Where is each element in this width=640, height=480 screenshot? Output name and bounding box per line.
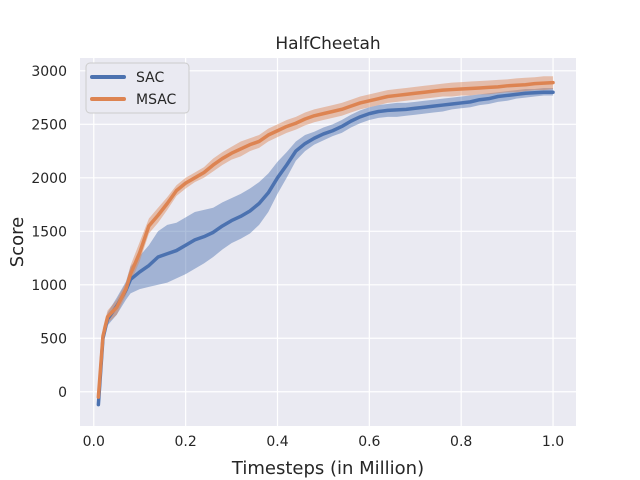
band-sac <box>98 87 554 408</box>
y-tick-label: 2500 <box>31 117 67 133</box>
y-axis-title: Score <box>7 217 28 267</box>
x-tick-label: 0.6 <box>358 434 380 450</box>
x-tick-label: 0.8 <box>450 434 472 450</box>
chart-title: HalfCheetah <box>275 34 380 54</box>
x-tick-label: 1.0 <box>542 434 564 450</box>
x-tick-label: 0.2 <box>174 434 196 450</box>
line-sac <box>96 90 555 407</box>
series-lines <box>96 80 555 407</box>
x-tick-label: 0.0 <box>83 434 105 450</box>
plot-area-background <box>80 58 576 426</box>
x-tick-label: 0.4 <box>266 434 288 450</box>
y-tick-label: 0 <box>58 385 67 401</box>
y-tick-label: 500 <box>40 331 67 347</box>
y-tick-label: 2000 <box>31 171 67 187</box>
legend-label-sac: SAC <box>136 70 164 86</box>
legend-label-msac: MSAC <box>136 92 177 108</box>
y-tick-label: 1500 <box>31 224 67 240</box>
line-msac <box>96 80 555 399</box>
x-tick-labels: 0.0 0.2 0.4 0.6 0.8 1.0 <box>83 434 565 450</box>
grid-lines <box>80 58 576 426</box>
x-axis-title: Timesteps (in Million) <box>231 458 424 479</box>
legend: SAC MSAC <box>85 62 190 114</box>
y-tick-label: 3000 <box>31 64 67 80</box>
y-tick-label: 1000 <box>31 278 67 294</box>
y-tick-labels: 0 500 1000 1500 2000 2500 3000 <box>31 64 67 401</box>
confidence-bands <box>98 76 554 408</box>
